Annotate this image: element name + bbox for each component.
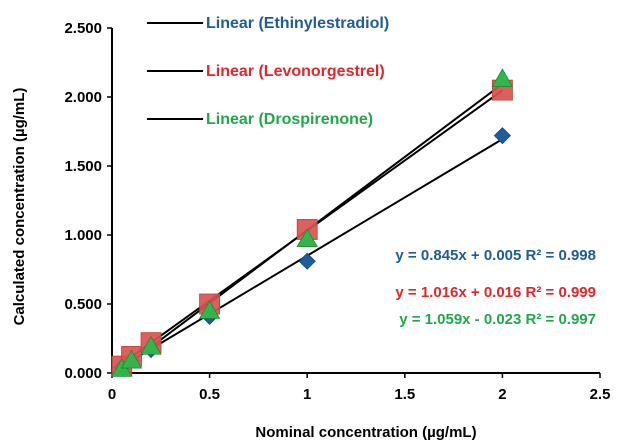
drospirenone-point [140, 335, 162, 355]
legend-label: Linear (Drospirenone) [206, 111, 373, 128]
equation-label: y = 1.016x + 0.016 R² = 0.999 [395, 284, 596, 301]
drospirenone-point [120, 349, 143, 369]
y-tick-label: 0.500 [64, 296, 102, 313]
y-ticks: 0.000 0.500 1.000 1.500 2.000 2.500 [64, 20, 112, 382]
x-tick-label: 1.5 [394, 386, 415, 403]
data-markers [111, 68, 514, 377]
y-tick-label: 2.000 [64, 89, 102, 106]
x-axis-title: Nominal concentration (µg/mL) [255, 424, 476, 441]
regression-equations: y = 0.845x + 0.005 R² = 0.998 y = 1.016x … [395, 247, 596, 328]
legend-label: Linear (Ethinylestradiol) [206, 15, 389, 32]
y-tick-label: 2.500 [64, 20, 102, 37]
legend: Linear (Ethinylestradiol) Linear (Levonor… [147, 15, 389, 128]
x-ticks: 0 0.5 1 1.5 2 2.5 [108, 373, 611, 403]
x-tick-label: 0 [108, 386, 116, 403]
drospirenone-point [491, 68, 514, 87]
drospirenone-point [296, 228, 318, 248]
x-tick-label: 2.5 [590, 386, 611, 403]
trendline-ethinylestradiol [121, 138, 503, 368]
ethinylestradiol-point [493, 127, 511, 145]
x-tick-label: 0.5 [199, 386, 220, 403]
equation-label: y = 1.059x - 0.023 R² = 0.997 [399, 311, 596, 328]
equation-label: y = 0.845x + 0.005 R² = 0.998 [395, 247, 596, 264]
ethinylestradiol-point [298, 252, 316, 270]
y-tick-label: 1.500 [64, 158, 102, 175]
y-axis-title: Calculated concentration (µg/mL) [11, 88, 28, 326]
x-tick-label: 1 [303, 386, 311, 403]
x-tick-label: 2 [498, 386, 506, 403]
y-tick-label: 0.000 [64, 365, 102, 382]
y-tick-label: 1.000 [64, 227, 102, 244]
legend-label: Linear (Levonorgestrel) [206, 63, 385, 80]
plot-area: 0 0.5 1 1.5 2 2.5 0.000 0.500 1.000 1.500 2.000 2.… [64, 20, 610, 403]
drospirenone-point [198, 300, 221, 319]
